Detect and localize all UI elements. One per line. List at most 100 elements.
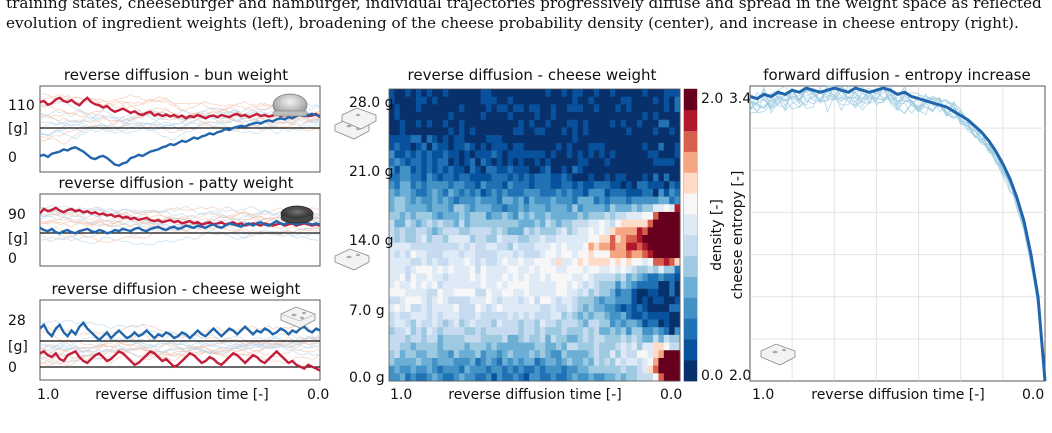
heatmap-cell	[496, 319, 503, 328]
heatmap-cell	[486, 365, 492, 374]
heatmap-cell	[577, 250, 584, 259]
heatmap-cell	[491, 196, 498, 205]
heatmap-cell	[550, 304, 557, 313]
heatmap-cell	[475, 250, 482, 259]
heatmap-cell	[491, 96, 498, 105]
heatmap-cell	[615, 173, 622, 182]
heatmap-cell	[496, 227, 503, 236]
heatmap-cell	[577, 135, 584, 144]
heatmap-cell	[658, 288, 665, 297]
heatmap-cell	[642, 235, 649, 244]
heatmap-cell	[389, 89, 395, 98]
heatmap-cell	[663, 211, 670, 221]
heatmap-cell	[561, 365, 568, 374]
heatmap-cell	[512, 196, 519, 205]
heatmap-cell	[626, 188, 632, 197]
entropy-faint-trajectories	[749, 84, 1046, 382]
heatmap-cell	[545, 365, 552, 374]
heatmap-cell	[642, 357, 649, 367]
heatmap-cell	[653, 242, 659, 251]
heatmap-cell	[647, 357, 654, 367]
heatmap-cell	[394, 211, 401, 221]
heatmap-cell	[523, 89, 530, 98]
heatmap-cell	[615, 119, 622, 128]
heatmap-cell	[561, 219, 568, 228]
heatmap-cell	[620, 181, 627, 190]
heatmap-cell	[572, 311, 579, 320]
heatmap-cell	[415, 112, 422, 121]
heatmap-cell	[518, 281, 525, 290]
heatmap-cell	[421, 373, 428, 382]
faint-trajectory	[39, 210, 321, 242]
heatmap-cell	[604, 327, 611, 336]
heatmap-cell	[453, 112, 460, 121]
heatmap-cell	[545, 173, 552, 182]
heatmap-cell	[653, 327, 659, 336]
heatmap-cell	[647, 365, 654, 374]
heatmap-cell	[534, 196, 541, 205]
heatmap-cell	[545, 181, 552, 190]
heatmap-cell	[588, 119, 595, 128]
cheese-cheeseburger-trajectory	[39, 321, 321, 342]
heatmap-cell	[658, 204, 665, 213]
heatmap-cell	[496, 373, 503, 382]
heatmap-cell	[609, 273, 616, 282]
heatmap-cell	[626, 211, 632, 221]
heatmap-cell	[539, 327, 546, 336]
heatmap-cell	[399, 142, 406, 151]
heatmap-ytick-28: 28.0 g	[349, 95, 394, 111]
heatmap-cell	[642, 334, 649, 343]
heatmap-cell	[410, 127, 417, 136]
heatmap-cell	[583, 334, 589, 343]
heatmap-cell	[448, 142, 455, 151]
heatmap-cell	[674, 296, 681, 305]
heatmap-cell	[583, 365, 589, 374]
heatmap-cell	[486, 281, 492, 290]
heatmap-cell	[394, 104, 401, 113]
heatmap-cell	[631, 196, 638, 205]
heatmap-cell	[615, 357, 622, 367]
heatmap-cell	[453, 219, 460, 228]
heatmap-cell	[604, 89, 611, 98]
heatmap-cell	[604, 235, 611, 244]
heatmap-cell	[626, 242, 632, 251]
heatmap-cell	[448, 242, 455, 251]
heatmap-cell	[588, 104, 595, 113]
colorbar-step	[684, 255, 697, 278]
heatmap-cell	[653, 342, 659, 351]
heatmap-cell	[631, 150, 638, 159]
heatmap-cell	[410, 165, 417, 174]
heatmap-cell	[502, 165, 508, 174]
heatmap-cell	[642, 265, 649, 274]
heatmap-cell	[669, 127, 676, 136]
heatmap-cell	[599, 334, 605, 343]
heatmap-cell	[448, 127, 455, 136]
heatmap-cell	[426, 373, 433, 382]
heatmap-cell	[389, 204, 395, 213]
heatmap-cell	[453, 334, 460, 343]
heatmap-cell	[642, 196, 649, 205]
heatmap-cell	[415, 188, 422, 197]
heatmap-cell	[566, 304, 573, 313]
heatmap-cell	[631, 119, 638, 128]
heatmap-cell	[437, 235, 444, 244]
heatmap-cell	[636, 181, 643, 190]
heatmap-cell	[480, 135, 487, 144]
heatmap-cell	[421, 350, 428, 359]
heatmap-cell	[426, 327, 433, 336]
heatmap-cell	[415, 104, 422, 113]
heatmap-cell	[615, 258, 622, 267]
heatmap-cell	[539, 219, 546, 228]
heatmap-cell	[588, 196, 595, 205]
heatmap-cell	[534, 342, 541, 351]
heatmap-cell	[636, 204, 643, 213]
heatmap-cell	[599, 327, 605, 336]
heatmap-cell	[539, 350, 546, 359]
heatmap-cell	[556, 334, 562, 343]
heatmap-cell	[593, 357, 600, 367]
heatmap-cell	[566, 334, 573, 343]
heatmap-cell	[437, 357, 444, 367]
heatmap-cell	[604, 119, 611, 128]
heatmap-cell	[631, 242, 638, 251]
heatmap-cell	[572, 181, 579, 190]
